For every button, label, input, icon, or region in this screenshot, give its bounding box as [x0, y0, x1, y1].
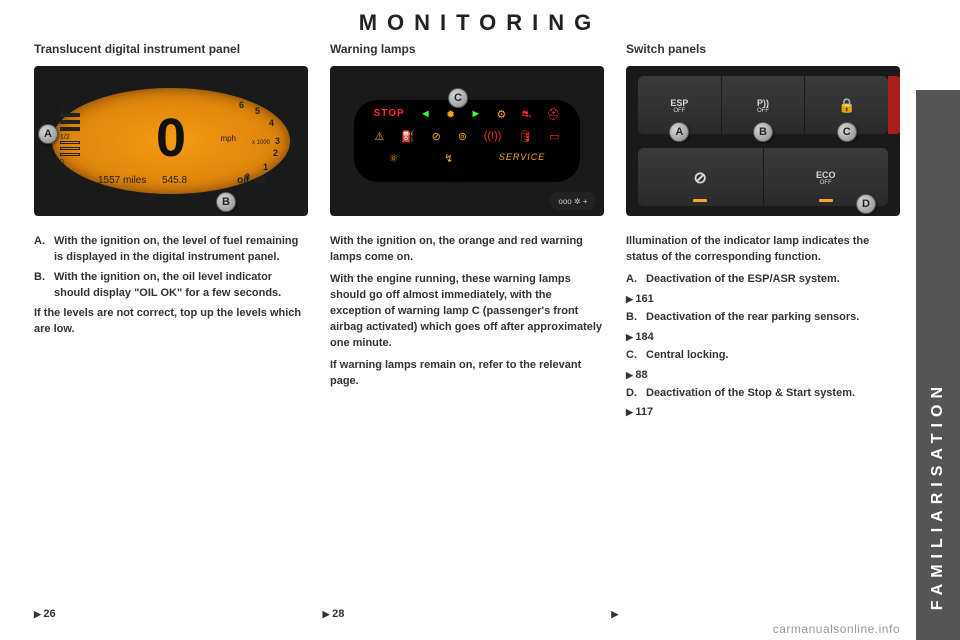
- callout-C: C: [448, 88, 468, 108]
- footer-ref-2: 28: [323, 608, 612, 620]
- ref-184: 184: [626, 330, 900, 346]
- page-number: 15: [896, 605, 910, 620]
- col3-item-C: C. Central locking.: [626, 348, 900, 364]
- door-open-icon: ⛐: [522, 108, 532, 122]
- stop-lamp: STOP: [374, 108, 405, 122]
- right-turn-icon: ►: [470, 108, 481, 122]
- ref-161: 161: [626, 292, 900, 308]
- battery-icon: ▭: [549, 130, 559, 143]
- check-engine-icon: ⚛: [389, 152, 399, 165]
- hazard-button-edge: [888, 76, 900, 134]
- warning-row-1: STOP ◄ ✹ ► ⚙ ⛐ ⛑: [366, 108, 568, 122]
- led-indicator: [819, 199, 833, 202]
- col3-item-B: B. Deactivation of the rear parking sens…: [626, 310, 900, 326]
- warning-lamps-image: STOP ◄ ✹ ► ⚙ ⛐ ⛑ ⚠ ⛽ ⊘ ⊚ ((!)) 🛢 ▭: [330, 66, 604, 216]
- col2-p3: If warning lamps remain on, refer to the…: [330, 358, 604, 390]
- child-icon: ⊘: [694, 168, 707, 188]
- dimmer-knob: ooo ✲ +: [550, 192, 596, 210]
- callout-A: A: [38, 124, 58, 144]
- brake-icon: ((!)): [484, 130, 502, 143]
- col1-tail: If the levels are not correct, top up th…: [34, 306, 308, 338]
- col3-item-D: D. Deactivation of the Stop & Start syst…: [626, 386, 900, 402]
- esp-off-button: ESP OFF A: [638, 76, 722, 134]
- col1-heading: Translucent digital instrument panel: [34, 42, 308, 58]
- parking-sensor-button: P)) OFF B: [722, 76, 806, 134]
- col1-item-A: A. With the ignition on, the level of fu…: [34, 234, 308, 266]
- col3-item-A: A. Deactivation of the ESP/ASR system.: [626, 272, 900, 288]
- fuel-gauge: 1 1/2 0: [60, 106, 80, 166]
- fuel-full-label: 1: [60, 106, 80, 113]
- left-turn-icon: ◄: [420, 108, 431, 122]
- col-switch-panels: Switch panels ESP OFF A P)) OFF B 🔒: [626, 42, 900, 423]
- watermark: carmanualsonline.info: [773, 622, 900, 636]
- col2-heading: Warning lamps: [330, 42, 604, 58]
- side-tab: FAMILIARISATION: [916, 90, 960, 640]
- trip: 545.8: [162, 175, 187, 186]
- engine-icon: ⚙: [497, 108, 507, 122]
- warning-lamp-cluster: STOP ◄ ✹ ► ⚙ ⛐ ⛑ ⚠ ⛽ ⊘ ⊚ ((!)) 🛢 ▭: [354, 100, 580, 182]
- lock-icon: 🔒: [838, 97, 855, 114]
- callout-sp-B: B: [753, 122, 773, 142]
- rpm-x1000: x 1000: [252, 140, 270, 146]
- warning-triangle-icon: ⚠: [374, 130, 384, 143]
- col-warning-lamps: Warning lamps STOP ◄ ✹ ► ⚙ ⛐ ⛑ ⚠ ⛽ ⊘ ⊚ (…: [330, 42, 604, 423]
- fuel-half-label: 1/2: [60, 134, 80, 141]
- warning-row-3: ⚛ ↯ SERVICE: [366, 152, 568, 165]
- central-lock-button: 🔒 C: [805, 76, 888, 134]
- col1-item-B: B. With the ignition on, the oil level i…: [34, 270, 308, 302]
- seatbelt-icon: ⛑: [546, 108, 560, 122]
- col2-p2: With the engine running, these warning l…: [330, 272, 604, 352]
- footer-refs: 26 28: [34, 608, 900, 620]
- callout-sp-A: A: [669, 122, 689, 142]
- col-instrument-panel: Translucent digital instrument panel 1 1…: [34, 42, 308, 423]
- col3-intro: Illumination of the indicator lamp indic…: [626, 234, 900, 266]
- col1-text: A. With the ignition on, the level of fu…: [34, 234, 308, 344]
- abs-icon: ⊚: [458, 130, 467, 143]
- ref-117: 117: [626, 405, 900, 421]
- content-columns: Translucent digital instrument panel 1 1…: [0, 42, 960, 423]
- col3-heading: Switch panels: [626, 42, 900, 58]
- switch-row-lower: ⊘ ECO OFF D: [638, 148, 888, 206]
- odometer: 1557 miles: [98, 175, 146, 186]
- oil-icon: 🛢: [518, 130, 532, 143]
- instrument-panel-image: 1 1/2 0 0 mph 1557 miles 545.8 oil_ok 6 …: [34, 66, 308, 216]
- callout-sp-C: C: [837, 122, 857, 142]
- airbag-icon: ✹: [446, 108, 455, 122]
- switch-row-upper: ESP OFF A P)) OFF B 🔒 C: [638, 76, 888, 134]
- col2-p1: With the ignition on, the orange and red…: [330, 234, 604, 266]
- col2-text: With the ignition on, the orange and red…: [330, 234, 604, 395]
- led-indicator: [693, 199, 707, 202]
- callout-sp-D: D: [856, 194, 876, 214]
- child-lock-button: ⊘: [638, 148, 764, 206]
- rpm-gauge: 6 5 4 3 2 1 0 x 1000: [230, 102, 284, 180]
- page-title: MONITORING: [0, 0, 960, 42]
- speed-value: 0: [156, 107, 186, 169]
- switch-panels-image: ESP OFF A P)) OFF B 🔒 C: [626, 66, 900, 216]
- lcd-display: 1 1/2 0 0 mph 1557 miles 545.8 oil_ok 6 …: [52, 88, 290, 194]
- warning-row-2: ⚠ ⛽ ⊘ ⊚ ((!)) 🛢 ▭: [366, 130, 568, 143]
- footer-ref-1: 26: [34, 608, 323, 620]
- ref-88: 88: [626, 368, 900, 384]
- callout-B: B: [216, 192, 236, 212]
- footer-ref-3-empty: [611, 608, 900, 620]
- esp-icon: ↯: [444, 152, 453, 165]
- airbag-off-icon: ⊘: [432, 130, 441, 143]
- fuel-empty-label: 0: [60, 159, 80, 166]
- side-tab-label: FAMILIARISATION: [929, 381, 947, 610]
- fuel-icon: ⛽: [401, 130, 415, 143]
- col3-text: Illumination of the indicator lamp indic…: [626, 234, 900, 423]
- eco-off-button: ECO OFF D: [764, 148, 889, 206]
- service-lamp: SERVICE: [499, 152, 545, 165]
